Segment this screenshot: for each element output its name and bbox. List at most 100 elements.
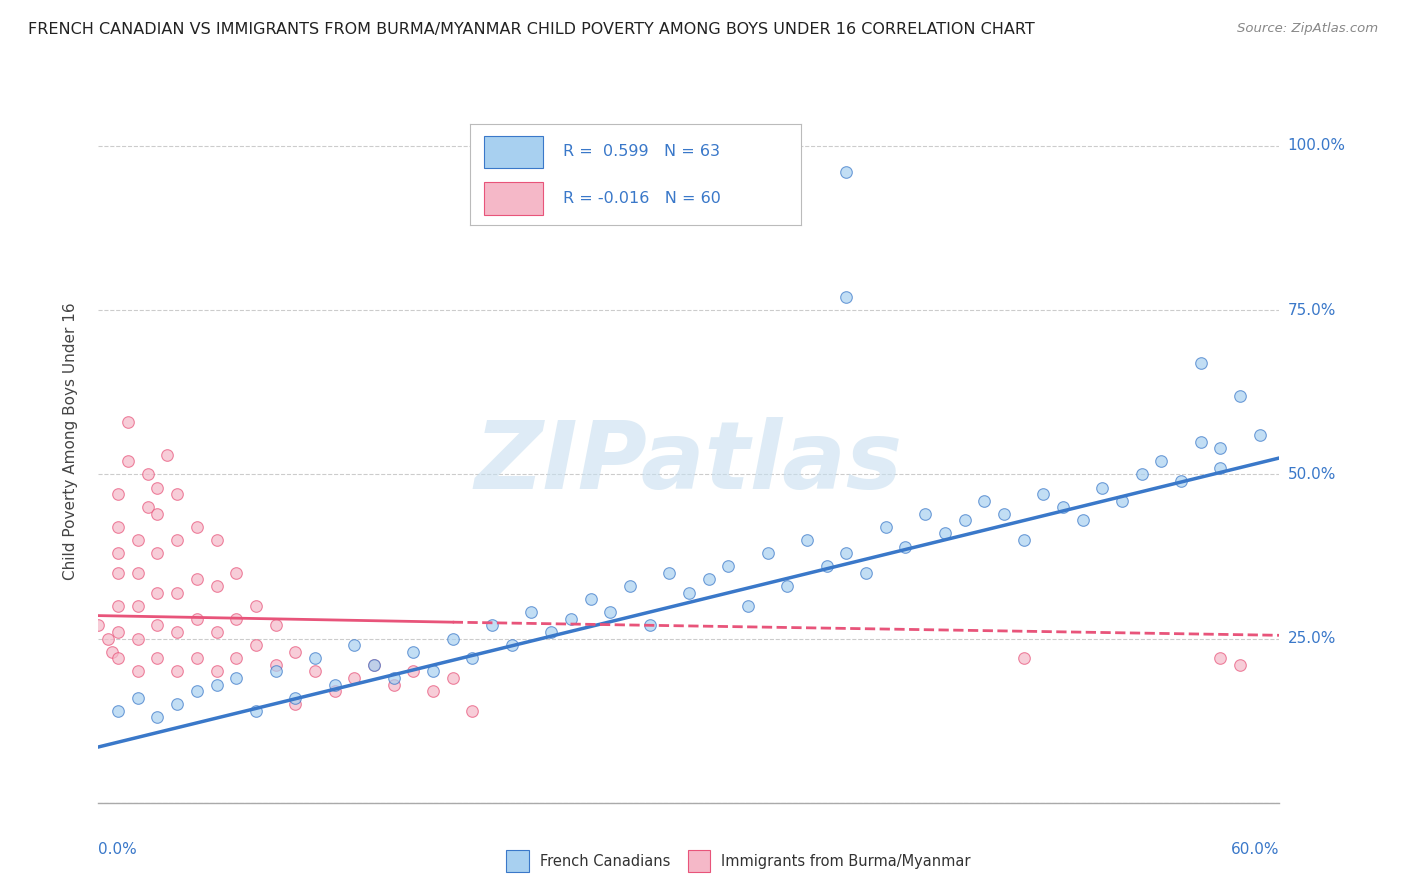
Point: [107, 546, 129, 560]
Point: [127, 665, 149, 679]
Point: [501, 638, 523, 652]
Point: [422, 684, 444, 698]
Point: [136, 467, 159, 482]
Point: [166, 487, 188, 501]
Point: [441, 632, 464, 646]
Point: [579, 592, 602, 607]
Point: [461, 651, 484, 665]
Point: [146, 546, 169, 560]
Point: [1189, 356, 1212, 370]
Text: 75.0%: 75.0%: [1288, 302, 1336, 318]
Text: 50.0%: 50.0%: [1288, 467, 1336, 482]
Point: [835, 546, 858, 560]
Point: [402, 665, 425, 679]
Point: [382, 677, 405, 691]
Point: [245, 704, 267, 718]
Point: [343, 638, 366, 652]
Point: [934, 526, 956, 541]
Point: [166, 665, 188, 679]
Point: [127, 632, 149, 646]
Point: [619, 579, 641, 593]
Point: [1012, 533, 1035, 547]
Point: [156, 448, 179, 462]
Point: [245, 599, 267, 613]
Point: [1032, 487, 1054, 501]
Point: [1249, 428, 1271, 442]
Point: [1209, 441, 1232, 455]
Point: [186, 573, 208, 587]
Point: [1170, 474, 1192, 488]
Point: [343, 671, 366, 685]
Point: [363, 657, 385, 672]
Point: [658, 566, 681, 580]
Point: [382, 671, 405, 685]
Point: [1229, 657, 1251, 672]
Point: [146, 651, 169, 665]
Point: [599, 605, 621, 619]
Point: [264, 618, 287, 632]
Text: FRENCH CANADIAN VS IMMIGRANTS FROM BURMA/MYANMAR CHILD POVERTY AMONG BOYS UNDER : FRENCH CANADIAN VS IMMIGRANTS FROM BURMA…: [28, 22, 1035, 37]
Point: [186, 651, 208, 665]
Point: [284, 690, 307, 705]
Point: [638, 618, 661, 632]
Point: [422, 665, 444, 679]
Point: [186, 520, 208, 534]
Point: [737, 599, 759, 613]
Point: [776, 579, 799, 593]
Point: [87, 618, 110, 632]
Point: [146, 618, 169, 632]
Point: [1012, 651, 1035, 665]
Point: [835, 290, 858, 304]
Point: [136, 500, 159, 515]
Point: [796, 533, 818, 547]
Point: [402, 645, 425, 659]
Point: [304, 665, 326, 679]
Point: [1209, 651, 1232, 665]
Text: 0.0%: 0.0%: [98, 842, 138, 856]
Point: [146, 585, 169, 599]
Point: [101, 645, 124, 659]
Text: French Canadians: French Canadians: [540, 854, 671, 869]
Point: [894, 540, 917, 554]
Point: [1052, 500, 1074, 515]
Point: [166, 625, 188, 640]
Point: [284, 698, 307, 712]
Point: [127, 690, 149, 705]
Point: [107, 625, 129, 640]
Point: [284, 645, 307, 659]
Point: [107, 566, 129, 580]
Point: [186, 684, 208, 698]
Point: [756, 546, 779, 560]
Point: [1091, 481, 1114, 495]
Point: [205, 677, 228, 691]
Point: [678, 585, 700, 599]
Point: [461, 704, 484, 718]
Point: [264, 665, 287, 679]
Point: [146, 710, 169, 724]
Point: [993, 507, 1015, 521]
Point: [107, 599, 129, 613]
Point: [205, 533, 228, 547]
Text: 100.0%: 100.0%: [1288, 138, 1346, 153]
Point: [107, 520, 129, 534]
Y-axis label: Child Poverty Among Boys Under 16: Child Poverty Among Boys Under 16: [63, 302, 77, 581]
Point: [127, 599, 149, 613]
Point: [127, 533, 149, 547]
Point: [205, 625, 228, 640]
Point: [166, 698, 188, 712]
Point: [1111, 493, 1133, 508]
Point: [540, 625, 562, 640]
Point: [97, 632, 120, 646]
Point: [225, 566, 247, 580]
Point: [107, 651, 129, 665]
Point: [1071, 513, 1094, 527]
Point: [264, 657, 287, 672]
Point: [363, 657, 385, 672]
Point: [117, 415, 139, 429]
Point: [225, 651, 247, 665]
Point: [1209, 460, 1232, 475]
Point: [560, 612, 582, 626]
Text: ZIPatlas: ZIPatlas: [475, 417, 903, 509]
Point: [205, 579, 228, 593]
Point: [717, 559, 740, 574]
